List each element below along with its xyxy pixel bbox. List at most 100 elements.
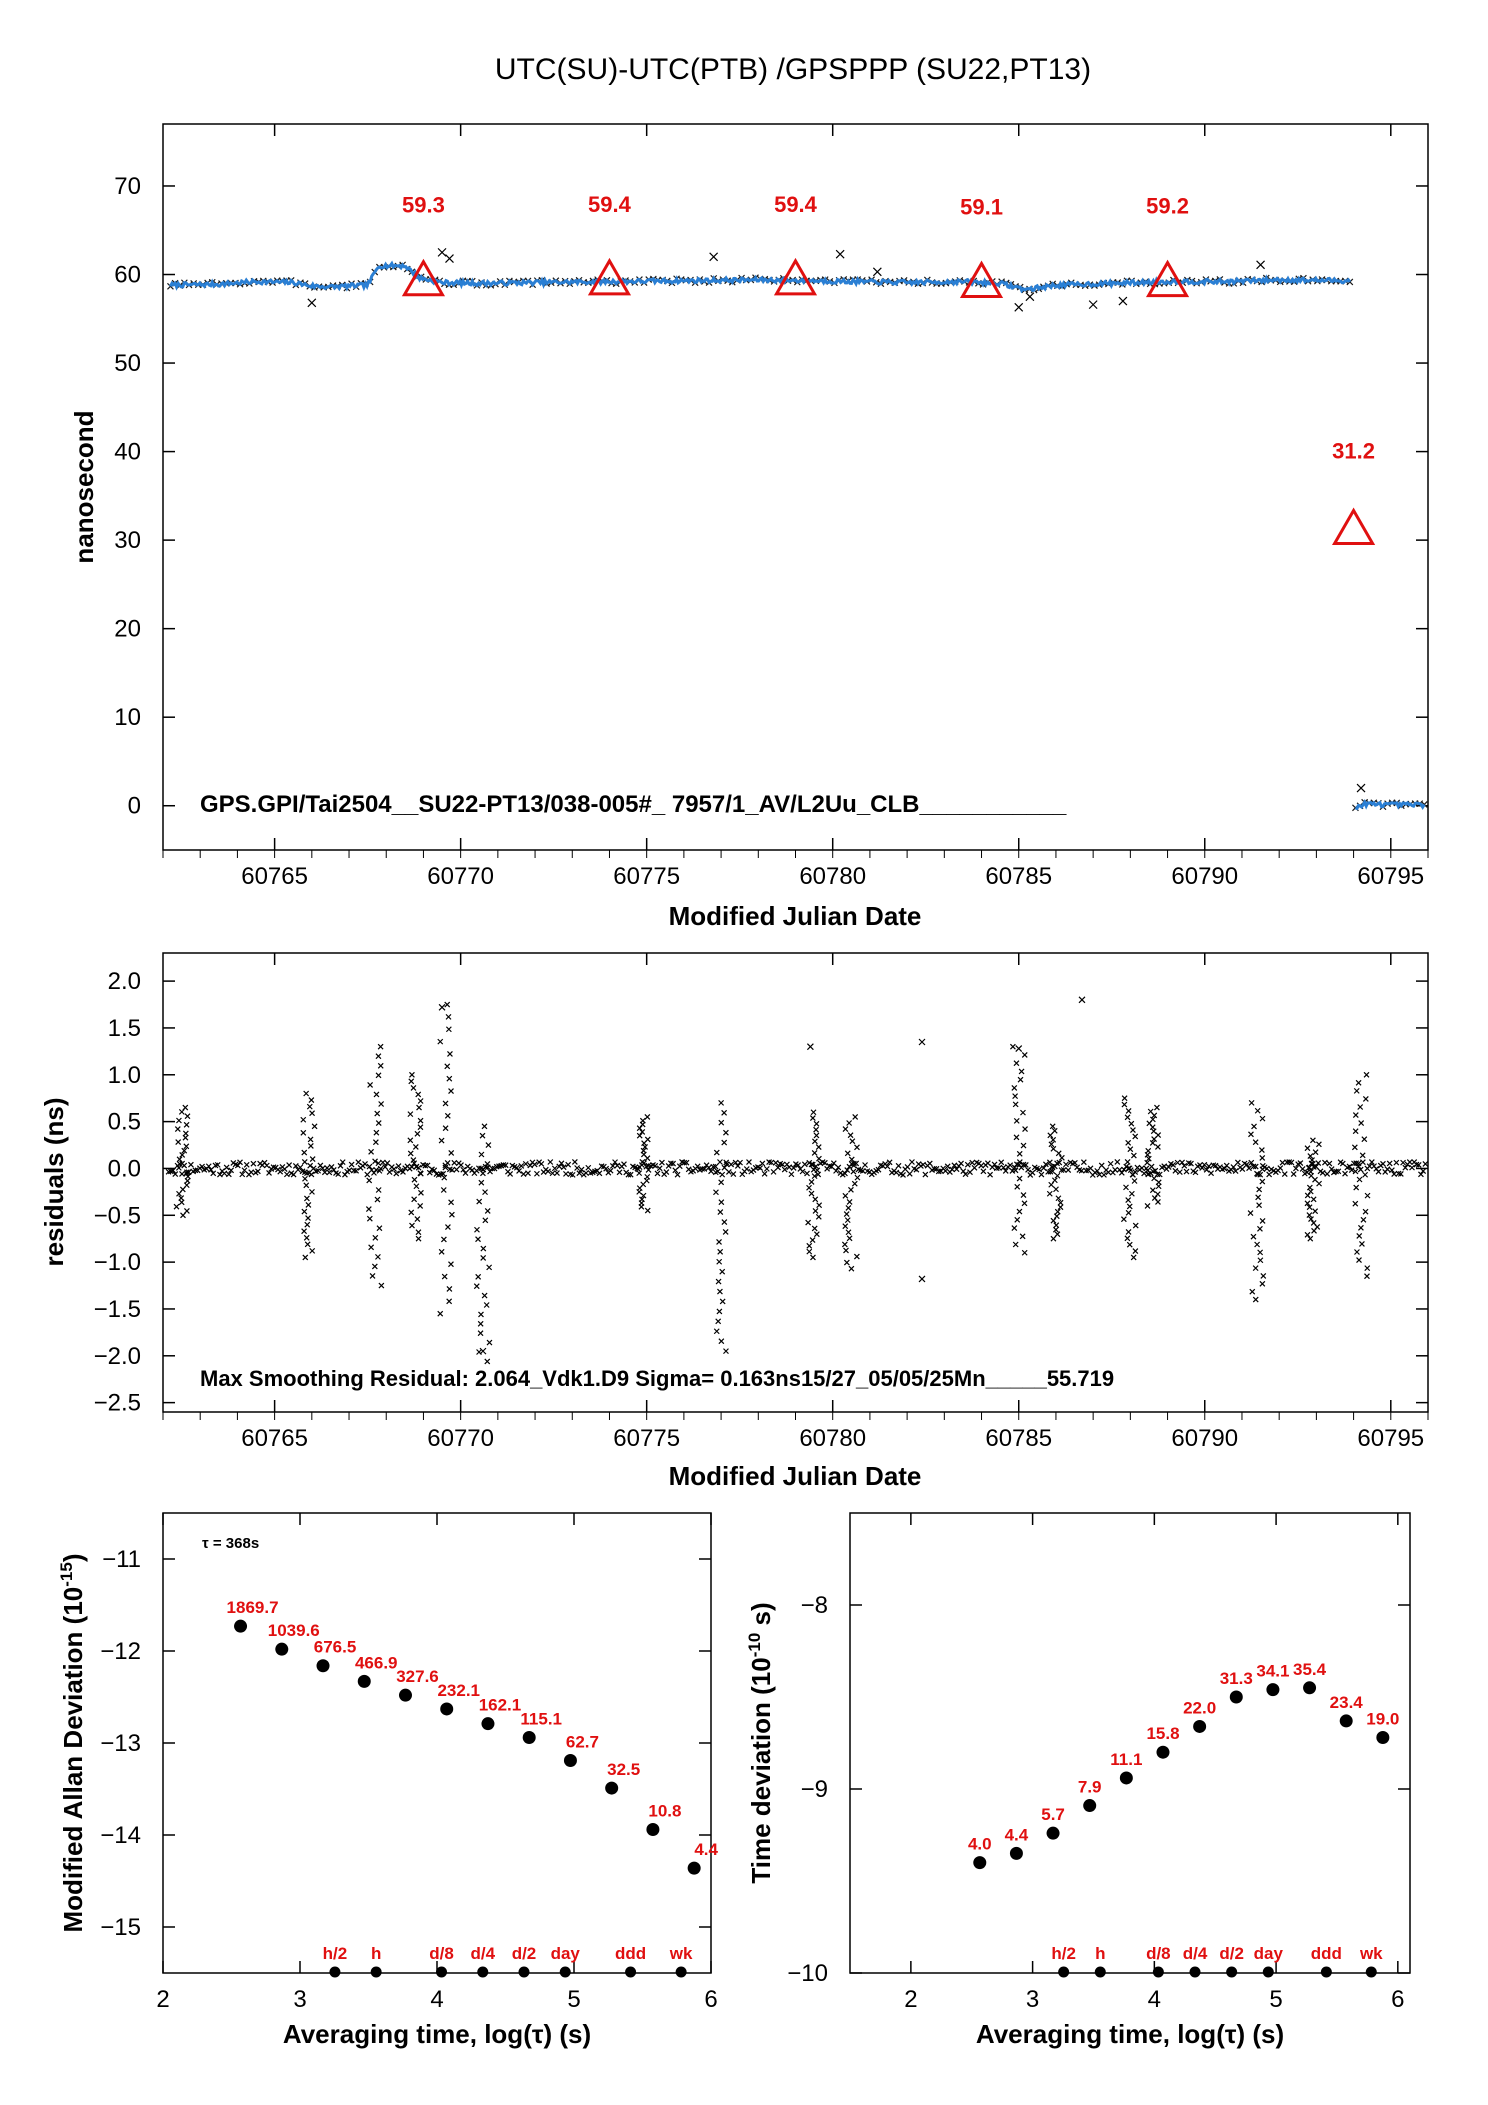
residual-point <box>424 1162 431 1169</box>
residual-point <box>987 1171 994 1178</box>
residual-point <box>795 1162 802 1169</box>
residual-point <box>525 1170 531 1177</box>
reference-label: d/2 <box>1219 1944 1244 1963</box>
residual-point <box>672 1167 679 1174</box>
dev-point <box>522 1730 536 1744</box>
outlier-point <box>835 249 845 259</box>
residual-point <box>674 1171 681 1178</box>
time-series-xlabel: Modified Julian Date <box>669 901 922 931</box>
residual-point <box>779 1161 786 1168</box>
residual-point <box>969 1159 976 1166</box>
residual-spread-point <box>1151 1175 1158 1182</box>
residual-spread-point <box>183 1121 190 1128</box>
residual-spread-point <box>367 1081 374 1088</box>
time-series-ylabel: nanosecond <box>69 410 99 563</box>
y-tick-label: −12 <box>100 1638 141 1665</box>
residual-point <box>239 1171 246 1178</box>
residual-spread-point <box>644 1173 651 1180</box>
residual-spread-point <box>372 1234 379 1241</box>
residual-point <box>1000 1164 1007 1171</box>
residual-spread-point <box>841 1241 848 1248</box>
residual-spread-point <box>639 1158 646 1165</box>
residual-point <box>1252 1163 1259 1170</box>
outlier-point <box>709 252 719 262</box>
residual-spread-point <box>1129 1171 1136 1178</box>
residual-spread-point <box>1013 1060 1020 1067</box>
residual-spread-point <box>1021 1200 1028 1207</box>
residual-spread-point <box>378 1282 385 1289</box>
mdev-panel: 2 3 4 5 6 −15 −14 −13 −12 −11 1869.7 1039.6676.546… <box>57 1512 719 2049</box>
residual-point <box>426 1169 433 1176</box>
residual-spread-point <box>1125 1108 1132 1114</box>
residual-point <box>1368 1159 1375 1165</box>
residual-point <box>375 1160 382 1167</box>
residual-point <box>379 1159 386 1166</box>
residual-spread-point <box>365 1206 372 1213</box>
residual-spread-point <box>1053 1186 1059 1193</box>
reference-dot <box>1226 1966 1238 1978</box>
residual-spread-point <box>1359 1241 1365 1247</box>
residual-spread-point <box>845 1205 852 1211</box>
residual-point <box>315 1167 322 1174</box>
residual-spread-point <box>1155 1132 1162 1139</box>
residual-spread-point <box>1051 1127 1058 1134</box>
residual-point <box>971 1164 978 1171</box>
x-tick-label: 60785 <box>985 863 1052 890</box>
residual-point <box>1277 1165 1284 1172</box>
x-tick-label: 60775 <box>613 1425 680 1452</box>
residual-spread-point <box>1021 1051 1028 1058</box>
residual-point <box>208 1166 214 1173</box>
residual-point <box>1071 1159 1078 1166</box>
x-tick-label: 60780 <box>799 863 866 890</box>
residual-spread-point <box>842 1192 849 1199</box>
residual-point <box>1098 1162 1105 1169</box>
tdev-data: 4.0 4.4 5.7 7.9 11.115.822.031.3 34.1 35.423.4… <box>968 1660 1399 1978</box>
residual-point <box>935 1168 942 1175</box>
residual-point <box>808 1161 815 1168</box>
residual-isolated-point <box>438 1003 446 1011</box>
residual-spread-point <box>718 1119 725 1126</box>
residual-spread-point <box>179 1152 186 1158</box>
residual-point <box>1290 1171 1297 1178</box>
residual-spread-point <box>417 1202 424 1209</box>
residual-point <box>732 1159 739 1166</box>
residual-point <box>708 1168 714 1175</box>
residual-point <box>451 1159 458 1166</box>
mdev-ylabel-exponent: -15 <box>57 1562 76 1587</box>
residual-spread-point <box>1304 1145 1311 1152</box>
time-series-data <box>167 247 1428 812</box>
residual-spread-point <box>407 1137 414 1144</box>
residual-spread-point <box>415 1229 422 1236</box>
dev-point <box>398 1688 412 1702</box>
residual-spread-point <box>1154 1143 1161 1150</box>
residual-point <box>683 1159 690 1166</box>
residual-spread-point <box>303 1182 310 1189</box>
dev-point-label: 31.3 <box>1220 1669 1253 1688</box>
residual-point <box>489 1165 496 1172</box>
residual-point <box>355 1159 362 1166</box>
dev-point <box>481 1717 495 1731</box>
residual-point <box>462 1170 469 1176</box>
residual-point <box>335 1171 342 1178</box>
residual-spread-point <box>1312 1208 1319 1215</box>
reference-dot <box>1058 1966 1070 1978</box>
dev-point-label: 22.0 <box>1183 1698 1216 1717</box>
residual-spread-point <box>1256 1202 1263 1209</box>
residual-point <box>978 1162 985 1169</box>
triangle-marker <box>959 260 1004 298</box>
x-tick-label: 3 <box>293 1986 306 2013</box>
dev-point-label: 676.5 <box>314 1638 357 1657</box>
reference-label: ddd <box>615 1944 646 1963</box>
residual-point <box>558 1160 565 1167</box>
residual-spread-point <box>482 1217 489 1224</box>
dev-point-label: 4.0 <box>968 1835 992 1854</box>
residual-point <box>833 1167 839 1174</box>
mdev-tau-note: τ = 368s <box>202 1535 259 1552</box>
residual-point <box>339 1159 346 1166</box>
residual-point <box>228 1167 235 1174</box>
reference-dot <box>477 1966 489 1978</box>
residual-point <box>1250 1163 1257 1170</box>
y-tick-label: 60 <box>114 262 141 289</box>
residual-spread-point <box>1050 1145 1057 1152</box>
residual-spread-point <box>809 1115 816 1121</box>
